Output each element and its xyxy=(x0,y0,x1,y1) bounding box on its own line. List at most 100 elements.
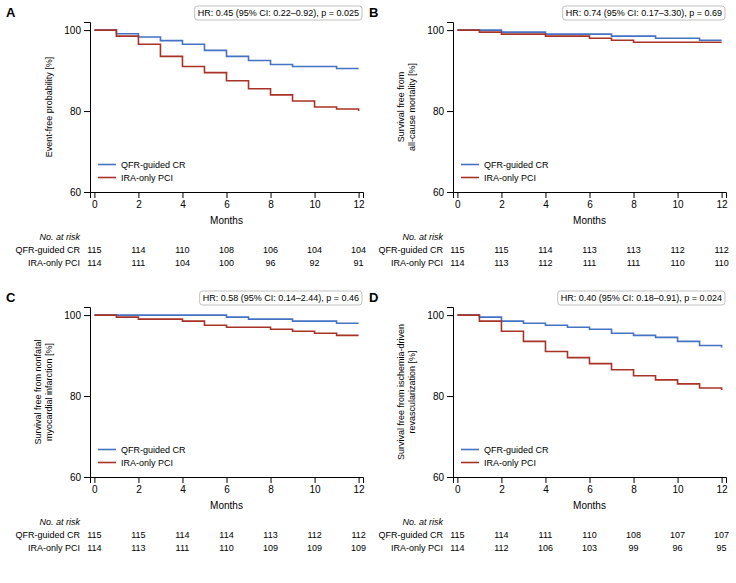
risk-number: 114 xyxy=(494,530,508,540)
x-axis-title: Months xyxy=(210,500,243,511)
risk-number: 114 xyxy=(538,245,552,255)
annotation-text: HR: 0.74 (95% CI: 0.17–3.30), p = 0.69 xyxy=(566,8,722,18)
legend-item: IRA-only PCI xyxy=(461,458,536,468)
risk-number: 112 xyxy=(670,245,684,255)
x-tick-mark xyxy=(590,477,591,483)
y-axis-line xyxy=(84,23,91,193)
risk-number: 113 xyxy=(582,245,596,255)
y-tick-mark xyxy=(447,315,453,316)
risk-number: 106 xyxy=(538,543,553,553)
y-axis-title-line: myocardial infarction [%] xyxy=(44,343,54,441)
y-tick-mark xyxy=(447,30,453,31)
x-tick-label: 10 xyxy=(673,484,685,495)
risk-number: 91 xyxy=(354,258,364,268)
risk-number: 111 xyxy=(539,530,553,540)
risk-number: 104 xyxy=(351,245,366,255)
x-axis-line xyxy=(454,193,727,199)
x-tick-mark xyxy=(227,192,228,198)
x-tick-mark xyxy=(678,477,679,483)
x-tick-mark xyxy=(359,192,360,198)
risk-number: 114 xyxy=(131,245,145,255)
risk-number: 114 xyxy=(175,530,189,540)
x-tick-label: 4 xyxy=(543,484,549,495)
y-tick: 80 xyxy=(70,391,90,402)
annotation: HR: 0.45 (95% CI: 0.22–0.92), p = 0.025 xyxy=(195,6,362,20)
y-tick-label: 80 xyxy=(433,391,445,402)
survival-curve xyxy=(94,315,358,335)
risk-number: 107 xyxy=(714,530,729,540)
x-tick-mark xyxy=(182,192,183,198)
risk-number: 104 xyxy=(307,245,322,255)
y-axis-title: Survival free from ischemia-drivenrevasc… xyxy=(396,324,417,460)
y-tick-label: 80 xyxy=(70,106,82,117)
y-axis-title: Event-free probability [%] xyxy=(44,57,54,158)
x-tick: 12 xyxy=(354,192,366,210)
legend-swatch xyxy=(98,164,116,166)
panel: 0246810126080100MonthsSurvival free from… xyxy=(6,290,366,553)
x-tick-label: 10 xyxy=(310,484,322,495)
x-axis: 024681012 xyxy=(91,192,366,210)
x-tick: 8 xyxy=(268,477,274,495)
risk-row-label: QFR-guided CR xyxy=(378,530,443,540)
x-tick-mark xyxy=(94,192,95,198)
x-tick-label: 12 xyxy=(717,199,729,210)
risk-number: 114 xyxy=(450,543,464,553)
y-tick-mark xyxy=(447,111,453,112)
x-tick-label: 12 xyxy=(354,199,366,210)
risk-number: 111 xyxy=(132,258,146,268)
y-tick: 60 xyxy=(433,472,453,483)
legend-item: QFR-guided CR xyxy=(98,445,186,455)
x-tick-mark xyxy=(678,192,679,198)
x-tick: 12 xyxy=(717,477,729,495)
x-axis-title: Months xyxy=(573,500,606,511)
x-tick: 2 xyxy=(136,477,142,495)
risk-number: 106 xyxy=(263,245,278,255)
y-tick: 100 xyxy=(64,310,90,321)
risk-table-title: No. at risk xyxy=(402,232,443,242)
x-tick: 0 xyxy=(455,477,461,495)
risk-number: 115 xyxy=(494,245,508,255)
x-tick-mark xyxy=(94,477,95,483)
risk-number: 112 xyxy=(714,245,728,255)
y-tick-label: 60 xyxy=(433,187,445,198)
risk-number: 114 xyxy=(87,543,101,553)
x-tick-label: 4 xyxy=(180,199,186,210)
risk-number: 115 xyxy=(450,530,464,540)
legend-swatch xyxy=(98,462,116,464)
x-tick-mark xyxy=(457,477,458,483)
x-tick-label: 6 xyxy=(587,199,593,210)
x-tick: 0 xyxy=(92,477,98,495)
x-tick-label: 2 xyxy=(499,484,505,495)
risk-number: 109 xyxy=(263,543,278,553)
y-tick-label: 100 xyxy=(64,25,81,36)
survival-curve xyxy=(457,315,721,390)
risk-number: 115 xyxy=(87,530,101,540)
legend-swatch xyxy=(98,177,116,179)
x-tick-label: 2 xyxy=(136,484,142,495)
x-tick-mark xyxy=(271,192,272,198)
legend: QFR-guided CRIRA-only PCI xyxy=(461,160,549,183)
x-tick: 4 xyxy=(180,477,186,495)
risk-number: 92 xyxy=(310,258,320,268)
risk-table: No. at riskQFR-guided CR1151151141141131… xyxy=(15,517,366,553)
x-tick-mark xyxy=(501,192,502,198)
legend-swatch xyxy=(461,449,479,451)
x-tick-label: 8 xyxy=(268,484,274,495)
x-tick-mark xyxy=(722,477,723,483)
x-axis-line xyxy=(91,478,364,484)
legend-swatch xyxy=(98,449,116,451)
y-axis-title-line: Survival free from nonfatal xyxy=(33,339,43,444)
risk-number: 113 xyxy=(626,245,640,255)
legend-label: IRA-only PCI xyxy=(484,173,536,183)
x-tick-mark xyxy=(315,477,316,483)
x-tick-label: 0 xyxy=(92,199,98,210)
x-tick: 10 xyxy=(673,477,685,495)
x-tick-label: 10 xyxy=(310,199,322,210)
risk-number: 107 xyxy=(670,530,685,540)
y-tick-mark xyxy=(84,477,90,478)
x-tick: 8 xyxy=(631,477,637,495)
plot-area xyxy=(94,315,358,335)
x-tick: 0 xyxy=(455,192,461,210)
legend-swatch xyxy=(461,177,479,179)
y-tick: 60 xyxy=(70,472,90,483)
